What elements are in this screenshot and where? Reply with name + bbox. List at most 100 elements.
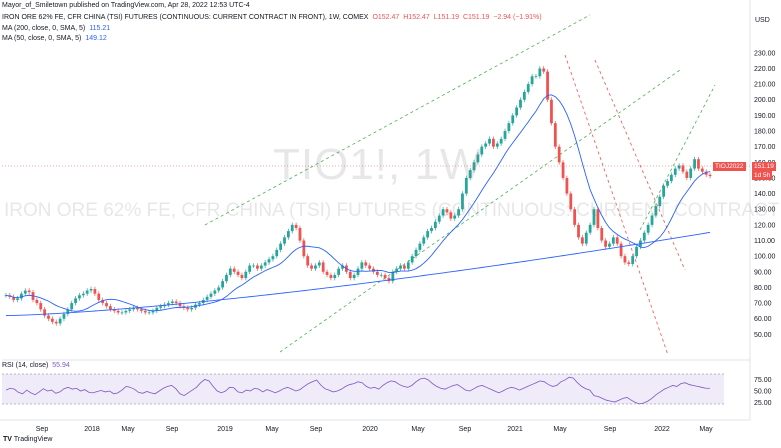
legend-rsi[interactable]: RSI (14, close) 55.94 (2, 362, 72, 369)
tradingview-brand: TradingView (13, 436, 53, 443)
rsi-tick-label: 50.00 (754, 389, 772, 396)
candle-body (236, 271, 240, 275)
candle-body (553, 123, 557, 147)
candle-body (627, 262, 631, 264)
candle-body (681, 165, 685, 172)
candle-body (132, 307, 136, 310)
time-tick-label: May (265, 426, 279, 433)
candle-body (248, 265, 252, 272)
price-tick-label: 230.00 (754, 50, 776, 57)
candle-body (414, 249, 418, 257)
candle-body (20, 293, 23, 299)
candle-body (101, 299, 105, 304)
candle-body (453, 215, 457, 219)
candle-body (600, 228, 604, 241)
candle-body (197, 303, 201, 305)
legend-ma50[interactable]: MA (50, close, 0, SMA, 5) 149.12 (2, 35, 109, 42)
candle-body (364, 262, 368, 266)
legend-rsi-value: 55.94 (52, 362, 70, 369)
candle-body (116, 310, 120, 313)
candle-body (321, 262, 325, 272)
candle-body (209, 293, 213, 297)
candle-body (170, 301, 174, 304)
candle-body (120, 312, 124, 314)
trend-line (204, 14, 591, 226)
watermark-symbol: TIO1!, 1W (273, 140, 483, 189)
rsi-line (5, 376, 710, 405)
candle-body (573, 209, 577, 225)
candle-body (124, 310, 128, 313)
candle-body (105, 303, 108, 307)
candle-body (666, 181, 669, 186)
candle-body (78, 295, 81, 299)
price-tick-label: 200.00 (754, 97, 776, 104)
candle-body (128, 309, 132, 311)
time-tick-label: May (411, 426, 425, 433)
symbol-badge: TIOJ2022 (713, 162, 746, 171)
candle-body (495, 143, 499, 147)
ma50-line (5, 94, 711, 312)
candle-body (252, 265, 255, 267)
candle-body (178, 303, 182, 307)
candle-body (697, 159, 700, 169)
trend-lines (204, 14, 716, 356)
candle-body (93, 289, 97, 294)
publisher-line: Mayor_of_Smiletown published on TradingV… (2, 2, 250, 9)
candle-body (426, 231, 430, 238)
time-tick-label: Sep (36, 426, 49, 433)
candle-body (225, 274, 228, 282)
candle-body (259, 265, 263, 269)
candle-body (372, 268, 375, 272)
legend-main: IRON ORE 62% FE, CFR CHINA (TSI) FUTURES… (2, 14, 544, 21)
candle-body (66, 309, 70, 315)
price-unit: USD (755, 17, 770, 24)
candle-body (352, 274, 356, 279)
candle-body (139, 309, 143, 311)
candle-body (461, 193, 464, 210)
last-price-badge: 151.19 (752, 162, 776, 171)
candle-body (596, 209, 600, 228)
candle-body (356, 268, 360, 275)
trend-line (594, 59, 686, 271)
price-tick-label: 70.00 (754, 301, 772, 308)
price-tick-label: 120.00 (754, 222, 776, 229)
candle-body (464, 177, 468, 194)
candle-body (108, 306, 112, 310)
candle-body (395, 268, 399, 272)
candle-body (673, 168, 677, 175)
candle-body (74, 298, 77, 304)
rsi-tick-label: 75.00 (754, 377, 772, 384)
legend-ma200[interactable]: MA (200, close, 0, SMA, 5) 115.21 (2, 25, 112, 32)
candle-body (538, 68, 542, 77)
candle-body (329, 274, 333, 279)
rsi-tick-label: 25.00 (754, 400, 772, 407)
candle-body (112, 309, 116, 311)
candle-body (271, 256, 275, 260)
candle-body (704, 171, 708, 175)
moving-averages (5, 94, 711, 317)
candle-body (213, 290, 217, 294)
candle-body (650, 215, 654, 225)
candle-body (430, 228, 433, 232)
candle-body (522, 91, 526, 100)
candle-body (449, 212, 453, 219)
legend-ma200-value: 115.21 (89, 25, 111, 32)
candle-body (375, 271, 379, 275)
candle-body (507, 123, 511, 132)
candle-body (62, 314, 66, 319)
candle-body (557, 146, 561, 163)
tradingview-logo: TV TradingView (3, 436, 52, 443)
candle-body (232, 268, 236, 272)
candle-body (89, 289, 93, 291)
candle-body (577, 224, 580, 238)
ma200-line (5, 231, 711, 317)
legend-ma50-label: MA (50, close, 0, SMA, 5) (2, 35, 82, 42)
candle-body (97, 293, 101, 300)
candle-body (27, 290, 31, 293)
candle-body (515, 107, 519, 116)
candle-body (608, 243, 611, 247)
candle-body (619, 243, 623, 257)
candle-body (47, 315, 50, 319)
candle-body (588, 224, 592, 233)
